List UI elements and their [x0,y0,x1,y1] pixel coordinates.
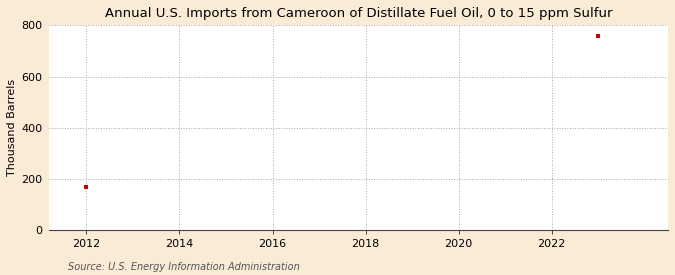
Title: Annual U.S. Imports from Cameroon of Distillate Fuel Oil, 0 to 15 ppm Sulfur: Annual U.S. Imports from Cameroon of Dis… [105,7,612,20]
Y-axis label: Thousand Barrels: Thousand Barrels [7,79,17,177]
Text: Source: U.S. Energy Information Administration: Source: U.S. Energy Information Administ… [68,262,299,272]
